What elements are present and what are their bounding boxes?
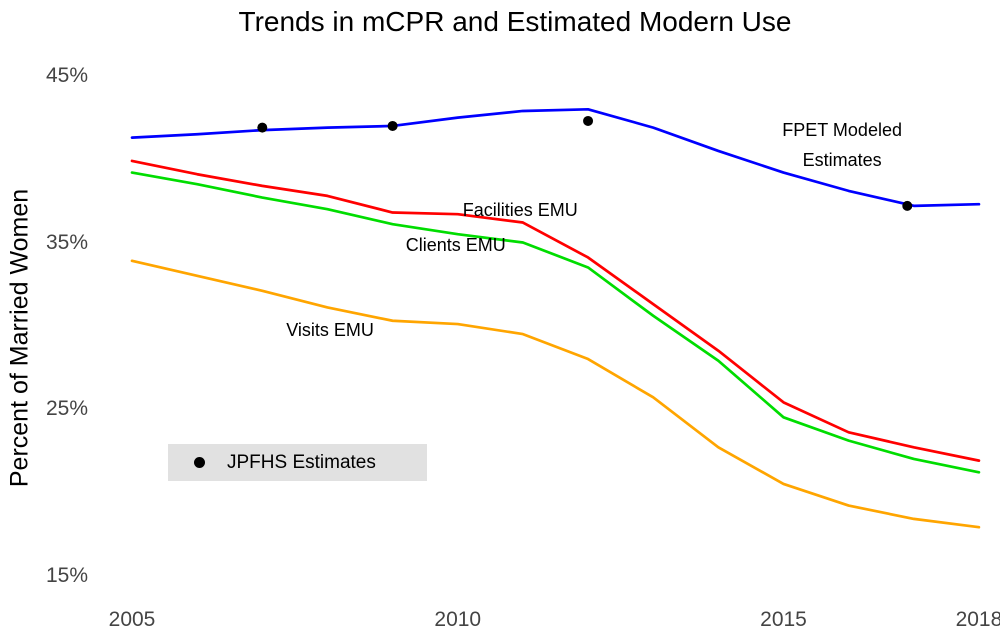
visits-emu-label: Visits EMU — [200, 315, 460, 345]
x-tick-2010: 2010 — [434, 608, 482, 631]
line-facilities-emu — [130, 159, 981, 462]
jpfhs-point — [902, 200, 913, 211]
x-tick-2005: 2005 — [108, 608, 156, 631]
line-visits-emu — [130, 259, 981, 529]
clients-emu-label-line: Clients EMU — [405, 234, 506, 255]
facilities-emu-label-line: Facilities EMU — [462, 200, 578, 221]
clients-emu-label: Clients EMU — [326, 230, 586, 260]
fpet-label-line: FPET Modeled — [782, 119, 902, 140]
y-tick-35: 35% — [45, 230, 88, 254]
legend-point-marker — [194, 457, 205, 468]
y-tick-15: 15% — [45, 563, 88, 587]
jpfhs-point — [387, 120, 398, 131]
chart-title: Trends in mCPR and Estimated Modern Use — [238, 6, 792, 37]
jpfhs-point — [257, 122, 268, 133]
fpet-label: FPET Modeled Estimates — [712, 115, 972, 175]
y-tick-25: 25% — [45, 397, 88, 420]
jpfhs-point — [583, 115, 594, 126]
facilities-emu-label: Facilities EMU — [390, 195, 650, 225]
visits-emu-label-line: Visits EMU — [286, 320, 374, 341]
x-tick-2015: 2015 — [760, 608, 807, 631]
y-tick-45: 45% — [45, 64, 88, 87]
line-fpet — [130, 107, 981, 208]
line-clients-emu — [130, 171, 981, 474]
fpet-label-line: Estimates — [802, 149, 882, 170]
legend: JPFHS Estimates — [168, 444, 427, 481]
legend-label: JPFHS Estimates — [227, 451, 376, 473]
x-tick-2018: 2018 — [955, 608, 1000, 631]
